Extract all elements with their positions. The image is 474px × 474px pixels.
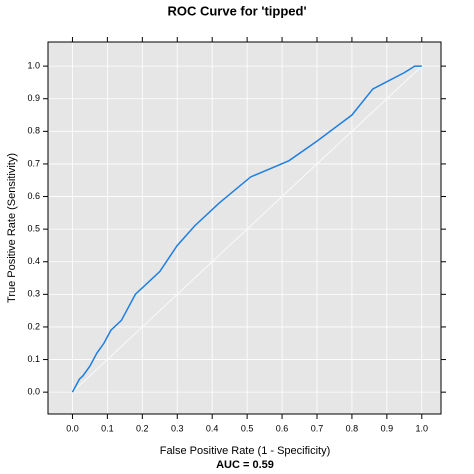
plot-background xyxy=(48,42,441,414)
y-tick-label: 0.2 xyxy=(27,321,40,331)
x-tick-label: 0.4 xyxy=(206,423,219,433)
x-axis-label: False Positive Rate (1 - Specificity) xyxy=(160,445,331,457)
y-tick-label: 0.3 xyxy=(27,289,40,299)
x-tick-label: 0.0 xyxy=(66,423,79,433)
y-tick-label: 0.7 xyxy=(27,158,40,168)
y-tick-label: 0.8 xyxy=(27,126,40,136)
x-tick-label: 0.2 xyxy=(136,423,149,433)
y-tick-label: 0.0 xyxy=(27,387,40,397)
x-tick-label: 0.1 xyxy=(101,423,114,433)
x-tick-label: 0.7 xyxy=(311,423,324,433)
y-tick-label: 0.6 xyxy=(27,191,40,201)
plot-frame xyxy=(47,41,442,415)
roc-line xyxy=(71,65,422,393)
y-tick-label: 0.9 xyxy=(27,93,40,103)
chart-title: ROC Curve for 'tipped' xyxy=(167,3,306,18)
y-tick-label: 0.5 xyxy=(27,224,40,234)
x-tick-label: 1.0 xyxy=(416,423,429,433)
y-tick-label: 0.4 xyxy=(27,256,40,266)
y-axis-label: True Positive Rate (Sensitivity) xyxy=(6,153,18,303)
x-tick-label: 0.3 xyxy=(171,423,184,433)
x-tick-label: 0.5 xyxy=(241,423,254,433)
auc-annotation: AUC = 0.59 xyxy=(216,459,274,471)
x-tick-label: 0.6 xyxy=(276,423,289,433)
y-tick-label: 0.1 xyxy=(27,354,40,364)
x-tick-label: 0.9 xyxy=(381,423,394,433)
reference-diagonal xyxy=(72,65,423,393)
y-tick-label: 1.0 xyxy=(27,61,40,71)
x-tick-label: 0.8 xyxy=(346,423,359,433)
